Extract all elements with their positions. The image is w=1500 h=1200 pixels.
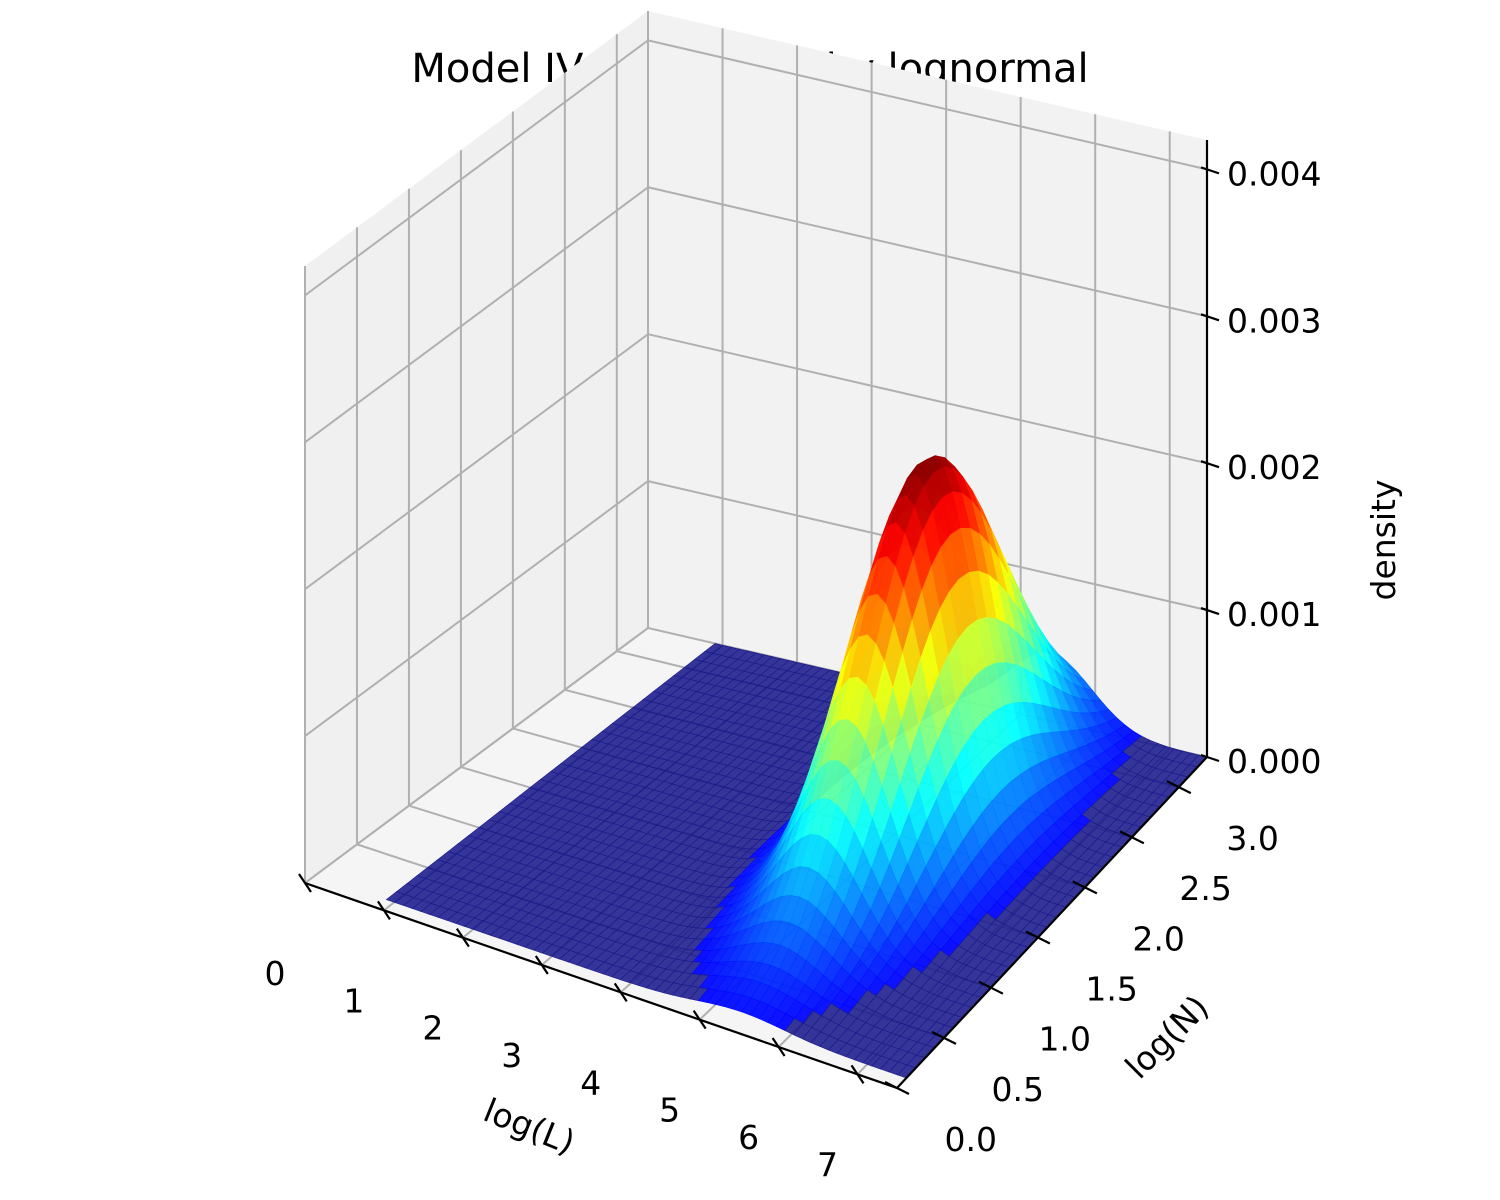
grid-line-z-left [304, 627, 649, 884]
tick-labels: 0 1 2 3 4 5 6 7 0.0 0.5 1.0 1.5 2.0 2.5 3.0 0.000 0.001 0… [265, 154, 1322, 1184]
x-tick-label: 1 [343, 981, 364, 1020]
z-axis-label: density [1364, 480, 1403, 601]
y-tick [978, 980, 1004, 995]
y-tick [1025, 930, 1051, 945]
y-tick [1072, 880, 1098, 895]
y-tick-label: 3.0 [1226, 819, 1278, 858]
left-wall-pane [305, 11, 648, 883]
grid-line-z-back [647, 186, 1208, 318]
density-surface [385, 455, 1208, 1079]
y-tick [931, 1030, 957, 1045]
x-tick [692, 1010, 707, 1030]
grid-line-z-back [647, 39, 1208, 171]
x-axis-label: log(L) [478, 1091, 580, 1163]
x-tick-label: 4 [580, 1063, 601, 1102]
x-tick-label: 7 [817, 1145, 838, 1184]
z-tick [1200, 753, 1220, 763]
y-tick-label: 2.5 [1179, 869, 1231, 908]
z-tick [1200, 166, 1220, 175]
tick-marks [298, 166, 1220, 1095]
x-tick [850, 1064, 865, 1084]
z-tick-label: 0.002 [1227, 448, 1321, 487]
y-tick-label: 1.0 [1038, 1020, 1090, 1059]
y-axis-line [896, 756, 1208, 1089]
y-tick-label: 2.0 [1132, 919, 1184, 958]
x-tick [613, 982, 628, 1002]
z-tick-label: 0.003 [1227, 301, 1321, 340]
x-tick [771, 1037, 786, 1057]
x-tick [455, 928, 470, 948]
z-tick-label: 0.000 [1227, 742, 1321, 781]
y-tick [1119, 830, 1145, 845]
x-tick [534, 955, 549, 975]
y-tick [1166, 780, 1192, 795]
x-tick [298, 873, 312, 893]
x-tick-label: 6 [738, 1118, 759, 1157]
z-tick [1200, 460, 1220, 469]
grid-line-z-left [304, 480, 649, 737]
grid-line-z-back [647, 333, 1208, 465]
z-tick [1200, 313, 1220, 322]
grid-line-z-left [304, 186, 649, 444]
grid-line-z-left [304, 333, 649, 590]
x-axis-line [304, 881, 898, 1090]
x-tick-label: 3 [501, 1036, 522, 1075]
x-tick-label: 5 [659, 1091, 680, 1130]
x-tick [377, 900, 391, 920]
y-tick [884, 1081, 910, 1095]
z-tick [1200, 607, 1220, 616]
x-tick-label: 0 [265, 954, 286, 993]
y-tick-label: 0.0 [945, 1120, 997, 1159]
back-wall-pane [648, 11, 1207, 757]
grid-line-z-left [304, 39, 649, 297]
z-tick-label: 0.001 [1227, 595, 1321, 634]
x-tick-label: 2 [422, 1009, 443, 1048]
y-tick-label: 0.5 [991, 1070, 1043, 1109]
y-tick-label: 1.5 [1085, 970, 1137, 1009]
z-tick-label: 0.004 [1227, 154, 1321, 193]
axis-lines [304, 140, 1209, 1090]
